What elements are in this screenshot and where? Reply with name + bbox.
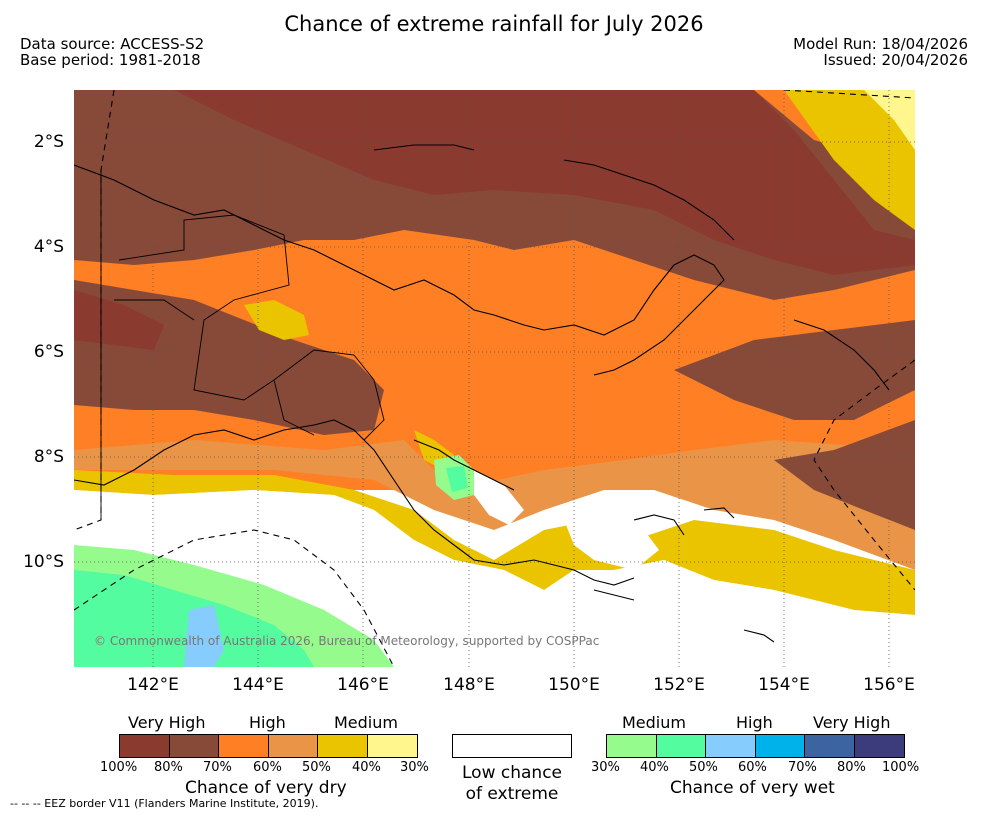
copyright-text: © Commonwealth of Australia 2026, Bureau… (94, 634, 599, 648)
dry-level-very-high: Very High (128, 713, 206, 732)
lon-label: 144°E (232, 675, 284, 695)
zone-medium-high-wet-patch (446, 466, 468, 492)
wet-tick: 40% (640, 760, 669, 775)
wet-tick: 100% (882, 760, 920, 775)
meta-right: Model Run: 18/04/2026 Issued: 20/04/2026 (793, 36, 968, 68)
meta-left: Data source: ACCESS-S2 Base period: 1981… (20, 36, 204, 68)
lon-label: 154°E (758, 675, 810, 695)
dry-swatch (219, 735, 269, 757)
zone-very-high-dry-se (774, 420, 915, 530)
wet-swatch (607, 735, 657, 757)
zone-extreme-dry-west (74, 290, 164, 350)
zone-medium-dry-ne (784, 90, 915, 230)
lon-label: 148°E (443, 675, 495, 695)
zone-low-medium-dry-ne (864, 90, 915, 150)
dry-tick: 100% (100, 760, 138, 775)
lon-label: 152°E (653, 675, 705, 695)
wet-tick: 80% (837, 760, 866, 775)
lat-label: 8°S (33, 447, 64, 467)
lon-label: 150°E (548, 675, 600, 695)
wet-caption: Chance of very wet (670, 778, 835, 798)
dry-swatch (120, 735, 170, 757)
model-run: Model Run: 18/04/2026 (793, 35, 968, 53)
dry-tick: 80% (154, 760, 183, 775)
issued-date: Issued: 20/04/2026 (823, 51, 968, 69)
neutral-caption: Low chance of extreme (452, 763, 572, 805)
neutral-caption-line2: of extreme (465, 784, 559, 804)
wet-tick: 50% (689, 760, 718, 775)
dry-tick: 40% (352, 760, 381, 775)
wet-level-high: High (736, 713, 773, 732)
wet-tick: 60% (738, 760, 767, 775)
wet-swatch (755, 735, 805, 757)
zone-high-wet (184, 605, 224, 667)
wet-tick: 30% (591, 760, 620, 775)
zone-extreme-dry (174, 90, 915, 275)
neutral-caption-line1: Low chance (462, 763, 562, 783)
dry-swatch (367, 735, 417, 757)
wet-swatch (656, 735, 706, 757)
dry-level-high: High (249, 713, 286, 732)
dry-level-medium: Medium (334, 713, 398, 732)
zone-medium-dry-highlands (244, 300, 309, 340)
wet-colorbar (606, 734, 905, 758)
dry-tick: 50% (302, 760, 331, 775)
wet-swatch (854, 735, 904, 757)
lon-label: 142°E (127, 675, 179, 695)
dry-swatch (169, 735, 219, 757)
dry-colorbar (119, 734, 418, 758)
zone-low-chance-patch-2 (564, 515, 659, 570)
zone-very-high-dry-east (674, 320, 915, 420)
dry-caption: Chance of very dry (185, 778, 347, 798)
eez-border (74, 90, 915, 667)
base-period: Base period: 1981-2018 (20, 51, 201, 69)
lat-label: 2°S (33, 132, 64, 152)
lat-label: 4°S (33, 237, 64, 257)
dry-swatch (318, 735, 368, 757)
lon-label: 146°E (337, 675, 389, 695)
wet-level-very-high: Very High (813, 713, 891, 732)
lon-label: 156°E (863, 675, 915, 695)
wet-tick: 70% (788, 760, 817, 775)
dry-tick: 30% (400, 760, 429, 775)
lat-label: 6°S (33, 342, 64, 362)
wet-level-medium: Medium (622, 713, 686, 732)
rainfall-map[interactable]: © Commonwealth of Australia 2026, Bureau… (74, 90, 915, 667)
data-source: Data source: ACCESS-S2 (20, 35, 205, 53)
graticule (74, 90, 915, 667)
dry-swatch (268, 735, 318, 757)
wet-swatch (706, 735, 756, 757)
wet-swatch (805, 735, 855, 757)
page-title: Chance of extreme rainfall for July 2026 (284, 12, 704, 36)
zone-low-chance-patch (474, 470, 524, 525)
eez-footnote: -- -- -- EEZ border V11 (Flanders Marine… (10, 797, 319, 810)
neutral-swatch (452, 734, 572, 758)
dry-tick: 60% (253, 760, 282, 775)
dry-tick: 70% (203, 760, 232, 775)
lat-label: 10°S (23, 552, 64, 572)
zone-medium-dry (74, 470, 915, 615)
coastlines (74, 144, 890, 643)
